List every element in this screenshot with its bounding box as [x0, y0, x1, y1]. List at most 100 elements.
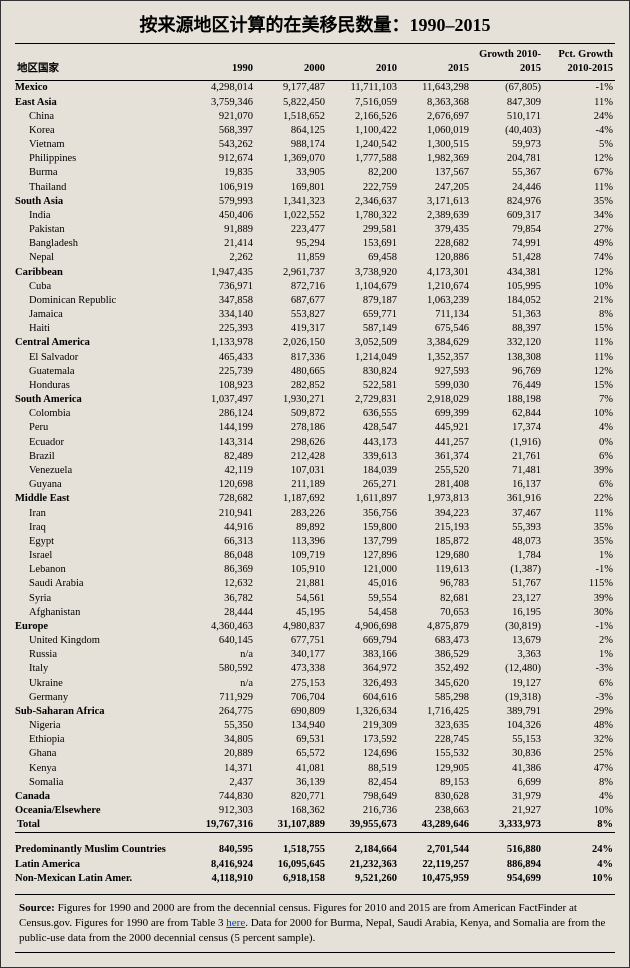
cell: 105,910 — [255, 563, 327, 577]
cell: 225,739 — [183, 365, 255, 379]
table-row: Russian/a340,177383,166386,5293,3631% — [15, 648, 615, 662]
cell: 24% — [543, 843, 615, 857]
row-name: United Kingdom — [15, 634, 183, 648]
cell: 137,799 — [327, 535, 399, 549]
cell: 34% — [543, 209, 615, 223]
cell: 927,593 — [399, 365, 471, 379]
cell: 22,119,257 — [399, 858, 471, 872]
cell: 168,362 — [255, 804, 327, 818]
cell: 798,649 — [327, 790, 399, 804]
cell: 6,918,158 — [255, 872, 327, 886]
table-row: Somalia2,43736,13982,45489,1536,6998% — [15, 776, 615, 790]
cell: 6% — [543, 450, 615, 464]
cell: 225,393 — [183, 322, 255, 336]
table-row: Egypt66,313113,396137,799185,87248,07335… — [15, 535, 615, 549]
cell: 6% — [543, 478, 615, 492]
table-row: Germany711,929706,704604,616585,298(19,3… — [15, 691, 615, 705]
row-name: South Asia — [15, 195, 183, 209]
table-row: Caribbean1,947,4352,961,7373,738,9204,17… — [15, 266, 615, 280]
row-name: Peru — [15, 421, 183, 435]
cell: 543,262 — [183, 138, 255, 152]
cell: 568,397 — [183, 124, 255, 138]
cell: 830,824 — [327, 365, 399, 379]
cell: 824,976 — [471, 195, 543, 209]
cell: 59,554 — [327, 592, 399, 606]
table-row: Europe4,360,4634,980,8374,906,6984,875,8… — [15, 620, 615, 634]
cell: 55,367 — [471, 166, 543, 180]
cell: 553,827 — [255, 308, 327, 322]
table-row: Saudi Arabia12,63221,88145,01696,78351,7… — [15, 577, 615, 591]
table-row: Philippines912,6741,369,0701,777,5881,98… — [15, 152, 615, 166]
cell: 9,521,260 — [327, 872, 399, 886]
cell: 699,399 — [399, 407, 471, 421]
row-name: Thailand — [15, 181, 183, 195]
cell: 604,616 — [327, 691, 399, 705]
table-row: Guyana120,698211,189265,271281,40816,137… — [15, 478, 615, 492]
cell: 12% — [543, 266, 615, 280]
cell: 2,701,544 — [399, 843, 471, 857]
cell: 465,433 — [183, 351, 255, 365]
source-link[interactable]: here — [226, 917, 245, 929]
cell: 864,125 — [255, 124, 327, 138]
row-name: El Salvador — [15, 351, 183, 365]
cell: 1,947,435 — [183, 266, 255, 280]
cell: 120,698 — [183, 478, 255, 492]
cell: 4,906,698 — [327, 620, 399, 634]
cell: 48,073 — [471, 535, 543, 549]
row-name: Ecuador — [15, 436, 183, 450]
cell: 24,446 — [471, 181, 543, 195]
cell: 95,294 — [255, 237, 327, 251]
cell: 25% — [543, 747, 615, 761]
cell: 2,918,029 — [399, 393, 471, 407]
cell: 473,338 — [255, 662, 327, 676]
header-1990: 1990 — [183, 44, 255, 81]
cell: 37,467 — [471, 507, 543, 521]
cell: 184,039 — [327, 464, 399, 478]
cell: 4,118,910 — [183, 872, 255, 886]
row-name: Ethiopia — [15, 733, 183, 747]
cell: 96,783 — [399, 577, 471, 591]
cell: 129,680 — [399, 549, 471, 563]
cell: 510,171 — [471, 110, 543, 124]
cell: 19,835 — [183, 166, 255, 180]
cell: 12% — [543, 152, 615, 166]
cell: 265,271 — [327, 478, 399, 492]
cell: 71,481 — [471, 464, 543, 478]
row-name: Europe — [15, 620, 183, 634]
row-name: Italy — [15, 662, 183, 676]
cell: 820,771 — [255, 790, 327, 804]
row-name: Saudi Arabia — [15, 577, 183, 591]
cell: 281,408 — [399, 478, 471, 492]
cell: 3,171,613 — [399, 195, 471, 209]
cell: 159,800 — [327, 521, 399, 535]
cell: 184,052 — [471, 294, 543, 308]
cell: 66,313 — [183, 535, 255, 549]
cell: 4% — [543, 421, 615, 435]
cell: 11,643,298 — [399, 81, 471, 96]
cell: 1,341,323 — [255, 195, 327, 209]
cell: 188,198 — [471, 393, 543, 407]
cell: 16,195 — [471, 606, 543, 620]
cell: 41,386 — [471, 762, 543, 776]
cell: 1,300,515 — [399, 138, 471, 152]
cell: 106,919 — [183, 181, 255, 195]
cell: 86,369 — [183, 563, 255, 577]
cell: 30,836 — [471, 747, 543, 761]
cell: 15% — [543, 322, 615, 336]
cell: 47% — [543, 762, 615, 776]
cell: 49% — [543, 237, 615, 251]
cell: 7% — [543, 393, 615, 407]
cell: 121,000 — [327, 563, 399, 577]
cell: 3,333,973 — [471, 818, 543, 833]
cell: 155,532 — [399, 747, 471, 761]
cell: 2,961,737 — [255, 266, 327, 280]
cell: 683,473 — [399, 634, 471, 648]
cell: 1,352,357 — [399, 351, 471, 365]
cell: 247,205 — [399, 181, 471, 195]
table-row: Venezuela42,119107,031184,039255,52071,4… — [15, 464, 615, 478]
cell: 1,518,652 — [255, 110, 327, 124]
cell: 124,696 — [327, 747, 399, 761]
cell: 76,449 — [471, 379, 543, 393]
table-row: Latin America8,416,92416,095,64521,232,3… — [15, 858, 615, 872]
table-row: Israel86,048109,719127,896129,6801,7841% — [15, 549, 615, 563]
